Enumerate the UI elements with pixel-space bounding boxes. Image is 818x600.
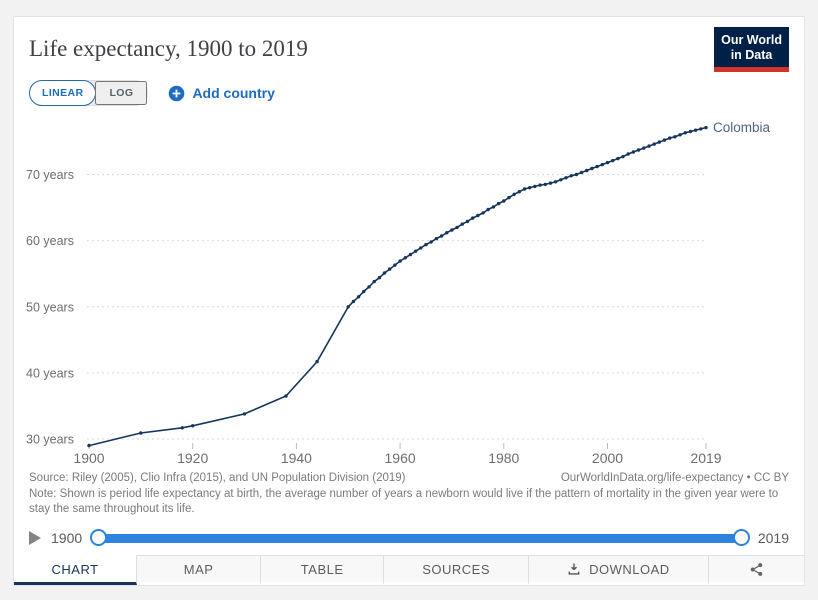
svg-text:30 years: 30 years [26, 432, 74, 446]
chart-header: Life expectancy, 1900 to 2019 Our World … [14, 17, 804, 72]
tab-chart-label: CHART [51, 561, 99, 577]
play-icon[interactable] [29, 531, 41, 546]
timeline-end-year: 2019 [757, 530, 789, 547]
tab-sources[interactable]: SOURCES [384, 555, 530, 585]
svg-text:50 years: 50 years [26, 300, 74, 314]
logo-line-2: in Data [730, 47, 773, 62]
logo-line-1: Our World [721, 33, 782, 47]
chart-controls: LINEAR LOG Add country [14, 72, 804, 106]
svg-text:2019: 2019 [690, 450, 721, 466]
timeline-slider[interactable] [90, 529, 750, 547]
svg-text:40 years: 40 years [26, 366, 74, 380]
slider-track[interactable] [94, 534, 746, 544]
svg-text:1940: 1940 [281, 450, 312, 466]
svg-text:Colombia: Colombia [713, 120, 771, 135]
svg-text:1900: 1900 [73, 450, 104, 466]
scale-toggle: LINEAR LOG [29, 80, 149, 106]
tab-table[interactable]: TABLE [261, 555, 385, 585]
svg-text:60 years: 60 years [26, 234, 74, 248]
linear-button[interactable]: LINEAR [29, 80, 97, 106]
slider-handle-start[interactable] [90, 529, 108, 547]
tab-bar: CHART MAP TABLE SOURCES DOWNLOAD [14, 555, 804, 585]
slider-handle-end[interactable] [732, 529, 750, 547]
timeline-start-year: 1900 [51, 530, 83, 547]
tab-map-label: MAP [183, 561, 214, 577]
svg-text:2000: 2000 [592, 450, 623, 466]
page-title: Life expectancy, 1900 to 2019 [29, 36, 308, 61]
grapher-card: Life expectancy, 1900 to 2019 Our World … [13, 16, 805, 586]
attribution-link[interactable]: OurWorldInData.org/life-expectancy • CC … [560, 471, 789, 484]
svg-text:1960: 1960 [385, 450, 416, 466]
log-button[interactable]: LOG [95, 81, 148, 105]
svg-text:1980: 1980 [488, 450, 519, 466]
line-chart[interactable]: 30 years 40 years 50 years 60 years 70 years… [14, 108, 804, 470]
tab-share[interactable] [708, 555, 804, 585]
download-icon [567, 562, 581, 576]
add-country-button[interactable]: Add country [168, 85, 275, 102]
timeline: 1900 2019 [29, 528, 789, 548]
svg-text:1920: 1920 [177, 450, 208, 466]
plus-circle-icon [168, 85, 185, 102]
add-country-label: Add country [192, 85, 275, 101]
our-world-in-data-logo[interactable]: Our World in Data [714, 27, 789, 72]
svg-text:70 years: 70 years [26, 168, 74, 182]
chart-footnote: Source: Riley (2005), Clio Infra (2015),… [14, 470, 804, 518]
tab-table-label: TABLE [300, 561, 344, 577]
note-text: Note: Shown is period life expectancy at… [29, 487, 779, 515]
tab-download[interactable]: DOWNLOAD [529, 555, 709, 585]
tab-download-label: DOWNLOAD [589, 561, 670, 577]
tab-chart[interactable]: CHART [14, 555, 138, 585]
tab-map[interactable]: MAP [137, 555, 262, 585]
tab-sources-label: SOURCES [422, 561, 491, 577]
share-icon [749, 562, 764, 577]
source-text: Source: Riley (2005), Clio Infra (2015),… [29, 471, 406, 484]
